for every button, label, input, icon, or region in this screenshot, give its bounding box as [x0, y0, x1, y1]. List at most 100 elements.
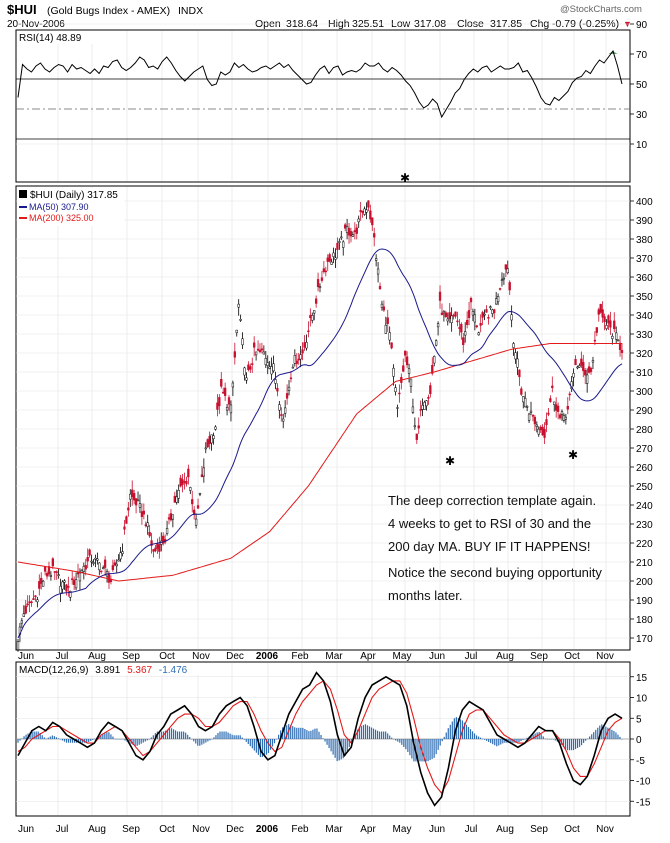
- candle-body: [131, 489, 134, 498]
- candle-body: [566, 405, 569, 410]
- macd-histogram-bar: [69, 739, 72, 743]
- macd-histogram-bar: [213, 737, 215, 739]
- candle-body: [374, 258, 378, 261]
- month-label: Feb: [291, 651, 309, 662]
- candle-body: [450, 315, 453, 324]
- index-description: (Gold Bugs Index - AMEX): [47, 5, 170, 17]
- candle-body: [123, 526, 126, 530]
- candle-body: [96, 558, 99, 561]
- macd-label-bg: [18, 663, 214, 675]
- macd-histogram-bar: [368, 726, 371, 739]
- month-label: Apr: [360, 651, 376, 662]
- candle-body: [520, 388, 523, 395]
- macd-histogram-bar: [78, 739, 80, 743]
- candle-body: [239, 318, 242, 321]
- candle-body: [556, 405, 560, 412]
- candle-body: [51, 558, 54, 567]
- macd-histogram-bar: [90, 739, 92, 741]
- ma200-line: [17, 343, 622, 582]
- macd-histogram-bar: [211, 739, 213, 740]
- macd-histogram-bar: [591, 734, 593, 739]
- candle-body: [324, 270, 327, 273]
- candle-body: [34, 595, 37, 598]
- candle-body: [421, 405, 424, 410]
- month-label: Aug: [496, 651, 514, 662]
- macd-histogram-bar: [257, 739, 259, 755]
- candle-body: [53, 571, 56, 573]
- candle-body: [291, 366, 295, 369]
- candle-body: [473, 314, 477, 323]
- macd-histogram-bar: [298, 727, 300, 739]
- candle-body: [603, 316, 606, 322]
- candle-body: [272, 363, 275, 372]
- price-tick-label: 180: [636, 615, 653, 626]
- macd-histogram-bar: [148, 739, 150, 740]
- annotation-line-2: 4 weeks to get to RSI of 30 and the: [388, 516, 591, 531]
- macd-tick-label: 10: [636, 694, 648, 705]
- macd-histogram-bar: [199, 739, 201, 746]
- price-tick-label: 340: [636, 311, 653, 322]
- macd-histogram-bar: [385, 731, 387, 739]
- candle-body: [42, 580, 45, 587]
- candle-body: [423, 402, 426, 410]
- macd-histogram-bar: [318, 731, 320, 739]
- candle-body: [175, 496, 178, 503]
- candle-body: [119, 552, 122, 560]
- macd-histogram-bar: [524, 738, 526, 740]
- macd-histogram-bar: [595, 729, 597, 739]
- candle-body: [525, 406, 529, 408]
- candle-body: [409, 378, 413, 387]
- candle-body: [547, 412, 550, 415]
- candle-body: [580, 358, 583, 366]
- macd-histogram-bar: [205, 739, 207, 743]
- macd-histogram-bar: [366, 725, 369, 739]
- macd-histogram-bar: [150, 737, 152, 739]
- macd-histogram-bar: [308, 731, 310, 739]
- candle-body: [251, 363, 254, 365]
- candle-body: [167, 517, 171, 520]
- candle-body: [98, 562, 101, 571]
- macd-histogram-bar: [55, 737, 57, 739]
- macd-histogram-bar: [534, 733, 536, 739]
- candle-body: [169, 513, 173, 521]
- candle-body: [299, 354, 302, 360]
- macd-histogram-bar: [310, 730, 312, 739]
- price-tick-label: 190: [636, 596, 653, 607]
- macd-histogram-bar: [306, 730, 308, 739]
- candle-body: [63, 580, 66, 583]
- price-tick-label: 230: [636, 520, 653, 531]
- macd-histogram-bar: [273, 739, 276, 744]
- candle-body: [148, 531, 151, 537]
- rsi-panel: 90 70 50 30 10 RSI(14) 48.89: [15, 20, 648, 183]
- macd-histogram-bar: [364, 724, 367, 739]
- candle-body: [156, 543, 159, 549]
- macd-histogram-bar: [578, 739, 581, 747]
- annotation-note: The deep correction template again. 4 we…: [388, 493, 602, 603]
- macd-histogram-bar: [261, 739, 264, 757]
- annotation-line-4: Notice the second buying opportunity: [388, 565, 602, 580]
- macd-tick-label: 0: [636, 735, 642, 746]
- macd-histogram-bar: [231, 734, 233, 739]
- macd-tick-label: 5: [636, 714, 642, 725]
- candle-body: [347, 228, 351, 236]
- macd-histogram-bar: [59, 739, 62, 740]
- macd-histogram-bar: [552, 739, 554, 740]
- candle-body: [305, 342, 308, 349]
- macd-histogram-bar: [607, 727, 609, 739]
- macd-histogram-bar: [328, 739, 330, 749]
- ma200-legend: MA(200) 325.00: [29, 213, 94, 223]
- exchange-code: INDX: [178, 5, 203, 17]
- candle-body: [316, 279, 320, 288]
- candle-body: [140, 511, 144, 517]
- macd-histogram-bar: [530, 735, 532, 739]
- candle-body: [591, 360, 595, 363]
- candle-body: [210, 434, 213, 444]
- candle-body: [88, 549, 91, 556]
- macd-histogram-bar: [348, 739, 350, 747]
- candle-body: [498, 288, 502, 290]
- candle-body: [82, 566, 85, 572]
- rsi-tick-label: 30: [636, 110, 648, 121]
- macd-histogram-bar: [334, 739, 336, 758]
- price-legend-main: $HUI (Daily) 317.85: [30, 190, 118, 201]
- macd-histogram-bar: [65, 739, 68, 743]
